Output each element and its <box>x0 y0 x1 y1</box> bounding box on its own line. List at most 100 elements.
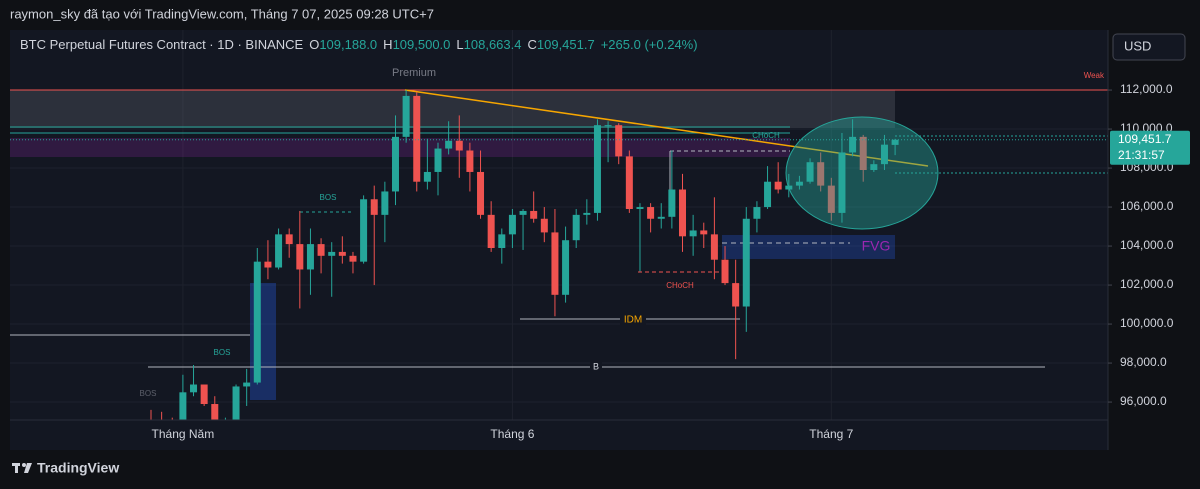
candle-body <box>190 384 198 393</box>
candle-body <box>593 125 601 213</box>
ohlc-key: L <box>456 37 463 52</box>
candle-body <box>625 156 633 210</box>
candle-body <box>540 218 548 233</box>
ohlc-key: C <box>527 37 536 52</box>
label-bg <box>590 361 602 373</box>
currency-button[interactable] <box>1112 33 1186 61</box>
author-line: raymon_sky đã tạo với TradingView.com, T… <box>10 6 434 21</box>
candle-body <box>636 207 644 210</box>
candle-body <box>562 240 570 295</box>
candle-body <box>849 136 857 153</box>
x-tick-label: Tháng 6 <box>490 427 534 441</box>
candle-body <box>572 214 580 241</box>
grid <box>10 30 1108 420</box>
premium-zone <box>10 90 895 128</box>
symbol: BTC Perpetual Futures Contract · 1D · BI… <box>20 37 304 52</box>
candle-body <box>306 244 314 270</box>
candle-body <box>679 189 686 237</box>
x-tick-label: Tháng Năm <box>152 427 215 441</box>
plot-area <box>10 30 1108 450</box>
ohlc-key: H <box>383 37 392 52</box>
candle-body <box>349 255 357 262</box>
candle-body <box>880 144 888 165</box>
candle-body <box>891 139 899 145</box>
ohlc-key: O <box>309 37 319 52</box>
candle-body <box>689 230 697 237</box>
candle-body <box>817 162 825 186</box>
candle-body <box>445 140 453 149</box>
annotation: BOS <box>320 193 337 202</box>
candle-body <box>710 234 718 260</box>
candle-body <box>487 214 495 249</box>
fvg-zone <box>722 235 895 259</box>
y-tick-label: 106,000.0 <box>1120 199 1174 213</box>
candle-body <box>413 95 421 182</box>
candle-body <box>764 181 772 208</box>
brand: TradingView <box>37 460 119 476</box>
y-tick-label: 102,000.0 <box>1120 277 1174 291</box>
annotation: CHoCH <box>666 281 694 290</box>
candle-body <box>232 386 240 420</box>
annotation: FVG <box>862 238 891 254</box>
candle-body <box>423 171 431 182</box>
axes: 96,000.0 98,000.0 100,000.0 102,000.0 104,00… <box>10 82 1190 441</box>
candle-body <box>519 210 527 215</box>
brand-logo <box>12 463 32 473</box>
candle-body <box>317 244 325 256</box>
candle-body <box>200 384 208 405</box>
candle-body <box>264 261 272 268</box>
countdown: 21:31:57 <box>1118 148 1165 162</box>
candle-body <box>498 234 506 249</box>
candle-body <box>870 164 878 171</box>
candle-body <box>466 150 474 172</box>
candle-body <box>668 189 676 217</box>
symbol-line: BTC Perpetual Futures Contract · 1D · BI… <box>20 37 698 52</box>
last-price-box <box>1110 130 1190 165</box>
candle-body <box>455 140 463 151</box>
annotation: BOS <box>140 389 157 398</box>
candle-body <box>285 234 293 245</box>
candle-body <box>179 392 187 420</box>
candle-body <box>296 244 304 270</box>
y-tick-label: 100,000.0 <box>1120 316 1174 330</box>
candle-body <box>370 199 378 215</box>
label-bg <box>620 312 646 326</box>
candle-body <box>253 261 261 383</box>
change: +265.0 (+0.24%) <box>601 37 698 52</box>
candle-body <box>774 181 782 190</box>
candle-body <box>338 251 346 256</box>
currency: USD <box>1124 38 1151 53</box>
candle-body <box>328 251 336 256</box>
x-tick-label: Tháng 7 <box>809 427 853 441</box>
candles <box>150 90 899 420</box>
candle-body <box>827 185 835 213</box>
candle-body <box>508 214 516 235</box>
candle-body <box>275 234 283 268</box>
candle-body <box>795 181 803 186</box>
annotation: B <box>593 361 599 371</box>
candle-body <box>360 199 368 262</box>
candle-body <box>402 95 410 137</box>
candle-body <box>583 212 591 215</box>
ohlc-value: 108,663.4 <box>464 37 522 52</box>
annotation: Weak <box>1084 71 1105 80</box>
ohlc-value: 109,500.0 <box>393 37 451 52</box>
candle-body <box>211 404 219 420</box>
candle-body <box>434 148 442 172</box>
y-tick-label: 112,000.0 <box>1120 82 1173 96</box>
annotation: BOS <box>214 348 231 357</box>
candle-body <box>859 136 867 171</box>
candle-body <box>243 382 251 387</box>
candle-body <box>753 207 761 219</box>
highlight-ellipse <box>785 116 939 230</box>
candle-body <box>530 210 538 219</box>
candle-body <box>604 125 612 127</box>
y-tick-label: 104,000.0 <box>1120 238 1174 252</box>
candle-body <box>381 191 389 215</box>
candle-body <box>700 230 708 235</box>
ohlc-value: 109,188.0 <box>319 37 377 52</box>
candle-body <box>838 152 846 213</box>
candle-body <box>477 171 485 215</box>
